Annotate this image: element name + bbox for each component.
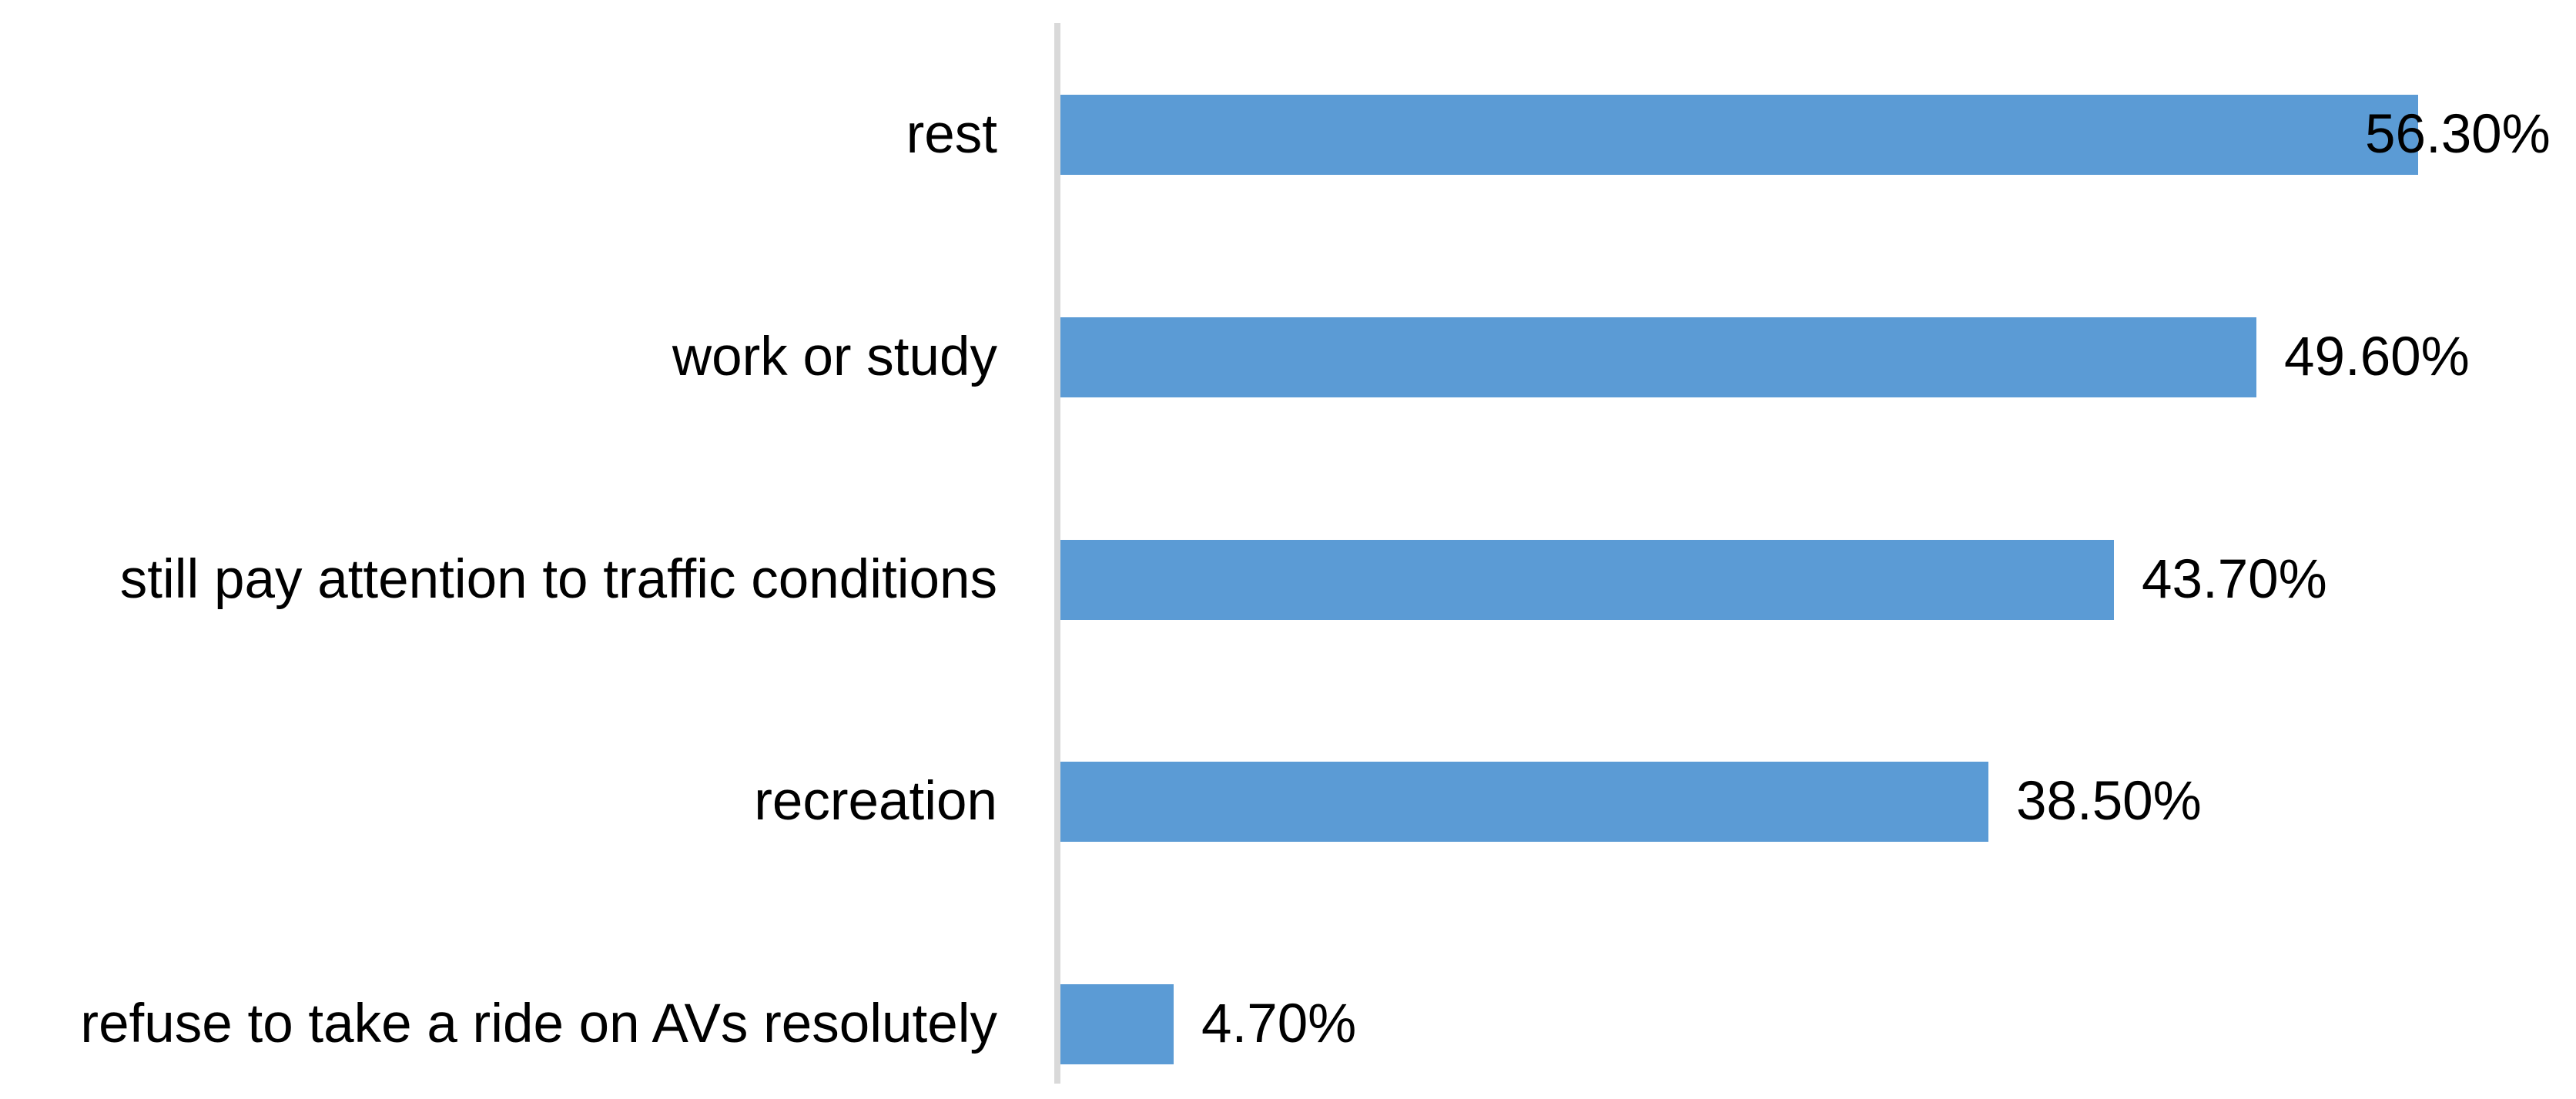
value-label: 38.50%: [2016, 771, 2202, 832]
value-label: 56.30%: [2365, 104, 2551, 165]
category-label: refuse to take a ride on AVs resolutely: [80, 993, 997, 1054]
value-label: 4.70%: [1201, 993, 1357, 1054]
category-label: work or study: [672, 327, 997, 387]
value-label: 43.70%: [2142, 549, 2327, 610]
category-label: still pay attention to traffic condition…: [119, 549, 997, 610]
bar: [1060, 95, 2418, 175]
category-label: recreation: [754, 771, 997, 832]
y-axis-line: [1054, 23, 1060, 1084]
bar: [1060, 984, 1174, 1064]
bar: [1060, 317, 2256, 397]
bar: [1060, 762, 1988, 842]
value-label: 49.60%: [2284, 327, 2470, 387]
category-label: rest: [906, 104, 997, 165]
bar: [1060, 540, 2114, 620]
